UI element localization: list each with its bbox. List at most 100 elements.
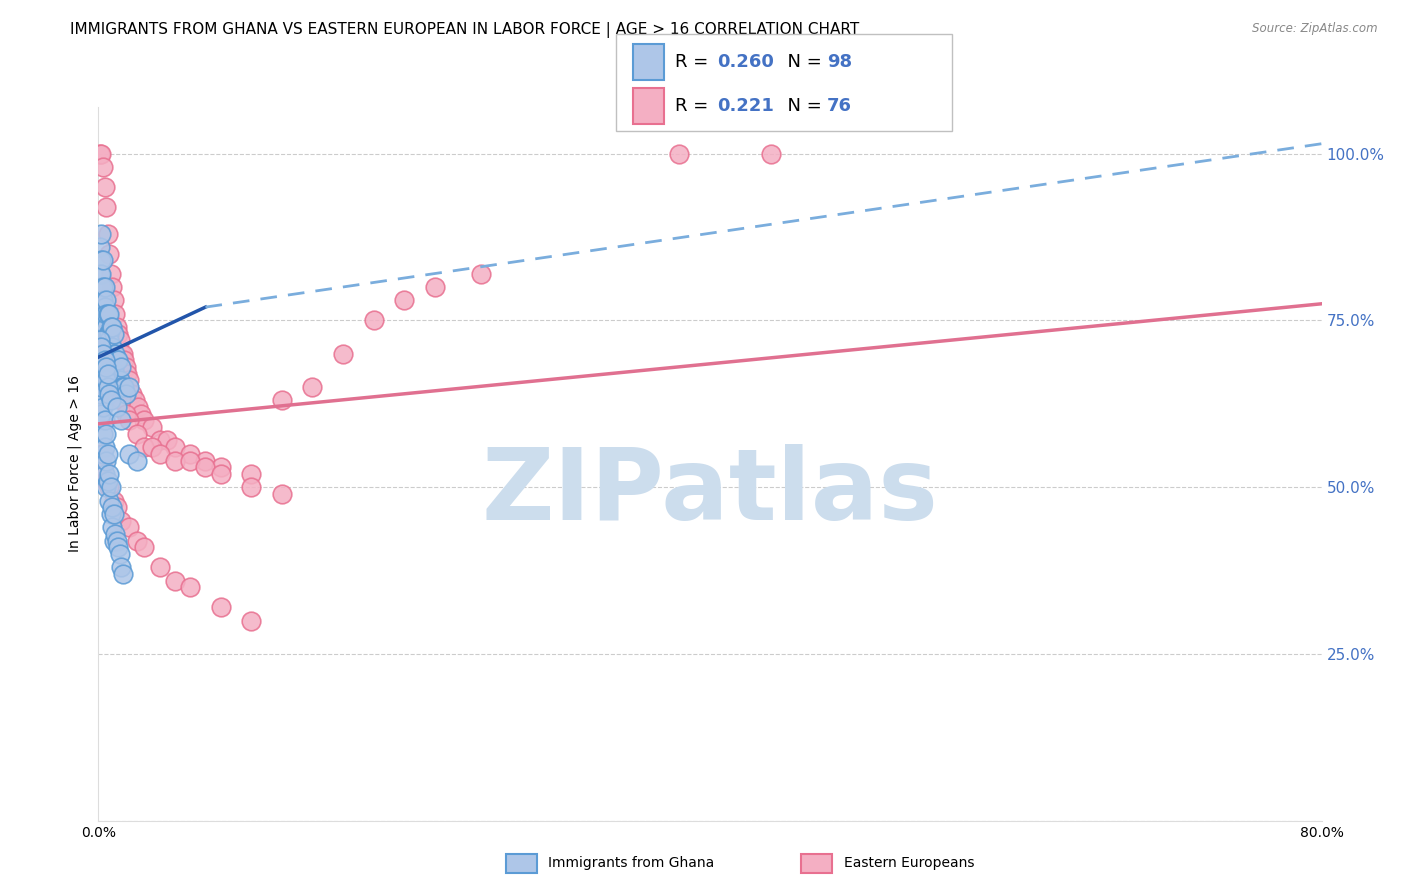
Text: Source: ZipAtlas.com: Source: ZipAtlas.com xyxy=(1253,22,1378,36)
Point xyxy=(111,347,134,361)
Point xyxy=(105,400,128,414)
Point xyxy=(90,253,112,268)
Text: 98: 98 xyxy=(827,53,852,70)
Point xyxy=(270,393,292,408)
Point xyxy=(110,347,132,361)
Point xyxy=(94,374,117,388)
Point xyxy=(101,340,124,354)
Point xyxy=(103,326,125,341)
Text: Eastern Europeans: Eastern Europeans xyxy=(844,856,974,871)
Point xyxy=(179,447,201,461)
Point xyxy=(97,447,120,461)
Point xyxy=(97,347,120,361)
Point xyxy=(90,380,112,394)
Point xyxy=(100,267,122,281)
Point xyxy=(270,487,292,501)
Point xyxy=(115,407,138,421)
Point xyxy=(93,440,115,454)
Point xyxy=(209,600,232,615)
Point xyxy=(93,280,115,294)
Point xyxy=(118,380,141,394)
Point xyxy=(93,413,115,427)
Text: ZIPatlas: ZIPatlas xyxy=(482,444,938,541)
Point xyxy=(104,307,127,321)
Point xyxy=(107,540,129,554)
Point xyxy=(163,453,186,467)
Point xyxy=(94,360,117,375)
Point xyxy=(89,347,111,361)
Point xyxy=(107,374,129,388)
Point xyxy=(89,240,111,254)
Point xyxy=(91,347,114,361)
Point xyxy=(91,400,114,414)
Point xyxy=(97,227,120,241)
Point xyxy=(115,386,138,401)
Point xyxy=(332,347,354,361)
Point xyxy=(91,460,114,475)
Point xyxy=(98,307,121,321)
Point xyxy=(100,347,122,361)
Point xyxy=(93,353,115,368)
Point xyxy=(91,280,114,294)
Point xyxy=(240,480,263,494)
Point xyxy=(209,467,232,481)
Point xyxy=(141,440,163,454)
Point xyxy=(90,227,112,241)
Point xyxy=(90,280,112,294)
Point xyxy=(110,393,132,408)
Point xyxy=(100,360,122,375)
Point xyxy=(110,560,132,574)
Point xyxy=(90,407,112,421)
Point xyxy=(156,434,179,448)
Point xyxy=(101,520,124,534)
Text: N =: N = xyxy=(776,97,828,115)
Point xyxy=(129,407,152,421)
Point xyxy=(91,160,114,174)
Point xyxy=(110,360,132,375)
Point xyxy=(104,367,127,381)
Point xyxy=(104,527,127,541)
Y-axis label: In Labor Force | Age > 16: In Labor Force | Age > 16 xyxy=(67,376,83,552)
Point xyxy=(94,320,117,334)
Point xyxy=(108,334,131,348)
Point xyxy=(149,560,172,574)
Point xyxy=(125,453,148,467)
Point xyxy=(93,467,115,481)
Point xyxy=(89,334,111,348)
Point xyxy=(104,347,127,361)
Point xyxy=(98,480,121,494)
Point xyxy=(91,447,114,461)
Point xyxy=(93,307,115,321)
Point xyxy=(111,380,134,394)
Point xyxy=(101,320,124,334)
Point xyxy=(108,547,131,561)
Point xyxy=(179,580,201,594)
Point xyxy=(100,480,122,494)
Point xyxy=(759,146,782,161)
Point xyxy=(117,367,139,381)
Point xyxy=(134,440,156,454)
Point xyxy=(107,326,129,341)
Point xyxy=(90,353,112,368)
Point xyxy=(98,334,121,348)
Point xyxy=(105,353,128,368)
Point xyxy=(94,474,117,488)
Point xyxy=(194,460,217,475)
Point xyxy=(124,393,146,408)
Point xyxy=(112,353,135,368)
Point xyxy=(392,293,416,308)
Point xyxy=(105,500,128,515)
Point xyxy=(101,360,124,375)
Point xyxy=(163,440,186,454)
Point xyxy=(103,347,125,361)
Point xyxy=(89,267,111,281)
Point xyxy=(105,320,128,334)
Point xyxy=(118,447,141,461)
Point xyxy=(149,434,172,448)
Point xyxy=(93,180,115,194)
Point xyxy=(90,340,112,354)
Text: 0.221: 0.221 xyxy=(717,97,773,115)
Point xyxy=(149,447,172,461)
Point xyxy=(98,467,121,481)
Point xyxy=(103,493,125,508)
